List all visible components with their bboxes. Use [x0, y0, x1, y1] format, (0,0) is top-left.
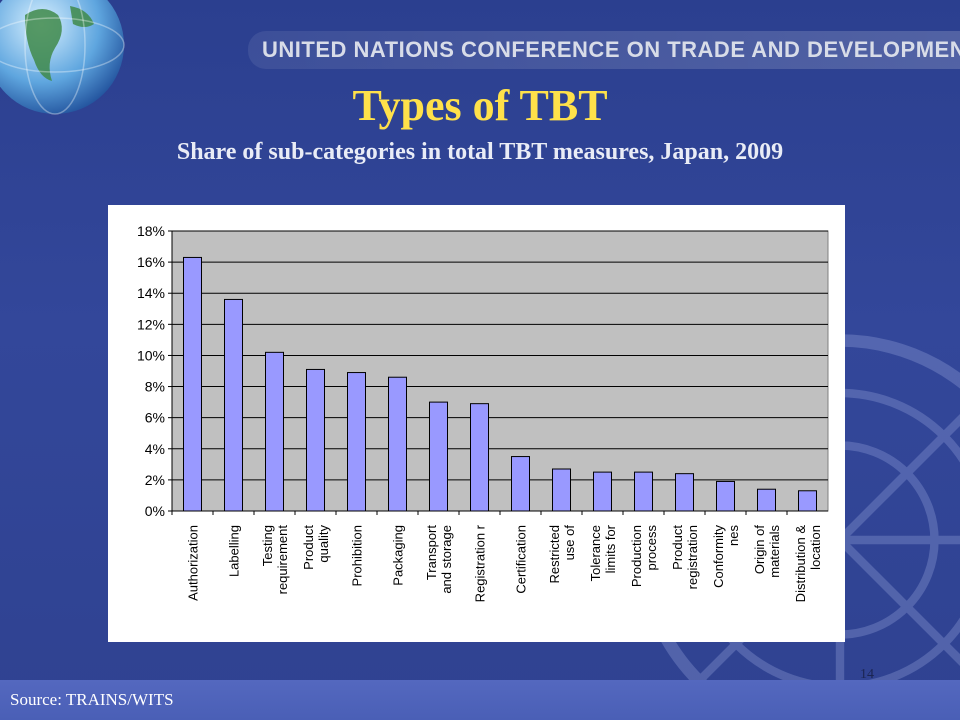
bar [224, 298, 243, 512]
x-tick-label: Testing [260, 525, 275, 566]
y-tick-label: 14% [137, 285, 165, 301]
x-tick-label: Packaging [391, 525, 406, 586]
y-tick-label: 18% [137, 223, 165, 239]
x-tick-label: limits for [603, 524, 618, 573]
x-tick-label: Origin of [752, 525, 767, 575]
x-tick-label: Tolerance [588, 525, 603, 581]
bar [511, 456, 530, 512]
bar [552, 468, 571, 512]
bar [716, 480, 735, 512]
x-tick-label: Prohibition [350, 525, 365, 586]
bar [183, 256, 202, 512]
x-tick-label: Restricted [547, 525, 562, 584]
y-axis-ticks: 18% 16% 14% 12% 10% 8% 6% 4% 2% 0% [137, 223, 172, 519]
x-tick-label: requirement [275, 525, 290, 595]
x-tick-label: quality [316, 525, 331, 563]
y-tick-label: 10% [137, 347, 165, 363]
source-note: Source: TRAINS/WITS [10, 690, 174, 709]
x-tick-label: Registration r [473, 524, 488, 602]
bar [798, 490, 817, 512]
x-tick-label: location [808, 525, 823, 570]
y-tick-label: 8% [145, 379, 165, 395]
x-tick-label: Production [629, 525, 644, 587]
x-tick-label: process [644, 525, 659, 571]
slide-subtitle: Share of sub-categories in total TBT mea… [176, 139, 784, 165]
footer-bar [0, 680, 960, 720]
x-tick-label: Transport [424, 525, 439, 581]
header-banner [248, 31, 960, 69]
x-axis-labels: Authorization Labelling Testing requirement… [171, 511, 823, 603]
globe-icon [0, 0, 125, 115]
x-tick-label: registration [685, 525, 700, 589]
bars [183, 256, 817, 512]
x-tick-label: Labelling [227, 525, 242, 577]
y-tick-label: 2% [145, 472, 165, 488]
x-tick-label: Product [301, 525, 316, 570]
bar [306, 368, 325, 512]
x-tick-label: nes [726, 525, 741, 546]
x-tick-label: Certification [514, 525, 529, 594]
y-tick-label: 6% [145, 410, 165, 426]
bar-chart: 18% 16% 14% 12% 10% 8% 6% 4% 2% 0% Authorization L… [137, 223, 829, 603]
bar [429, 401, 448, 512]
y-tick-label: 12% [137, 316, 165, 332]
bar [470, 403, 489, 512]
bar [675, 473, 694, 512]
slide-title: Types of TBT [352, 81, 608, 130]
x-tick-label: use of [562, 525, 577, 561]
x-tick-label: and storage [439, 525, 454, 594]
x-tick-label: Conformity [711, 525, 726, 588]
x-tick-label: materials [767, 525, 782, 578]
chart-container: 18% 16% 14% 12% 10% 8% 6% 4% 2% 0% Authorization L… [108, 205, 845, 642]
y-tick-label: 16% [137, 254, 165, 270]
bar [593, 471, 612, 512]
bar [634, 471, 653, 512]
y-tick-label: 4% [145, 441, 165, 457]
bar [388, 376, 407, 512]
x-tick-label: Authorization [186, 525, 201, 601]
bar [347, 372, 366, 512]
x-tick-label: Distribution & [793, 525, 808, 603]
x-tick-label: Product [670, 525, 685, 570]
y-tick-label: 0% [145, 503, 165, 519]
page-number: 14 [860, 667, 874, 682]
bar [265, 351, 284, 512]
bar [757, 488, 776, 512]
organization-name: UNITED NATIONS CONFERENCE ON TRADE AND D… [262, 37, 960, 62]
